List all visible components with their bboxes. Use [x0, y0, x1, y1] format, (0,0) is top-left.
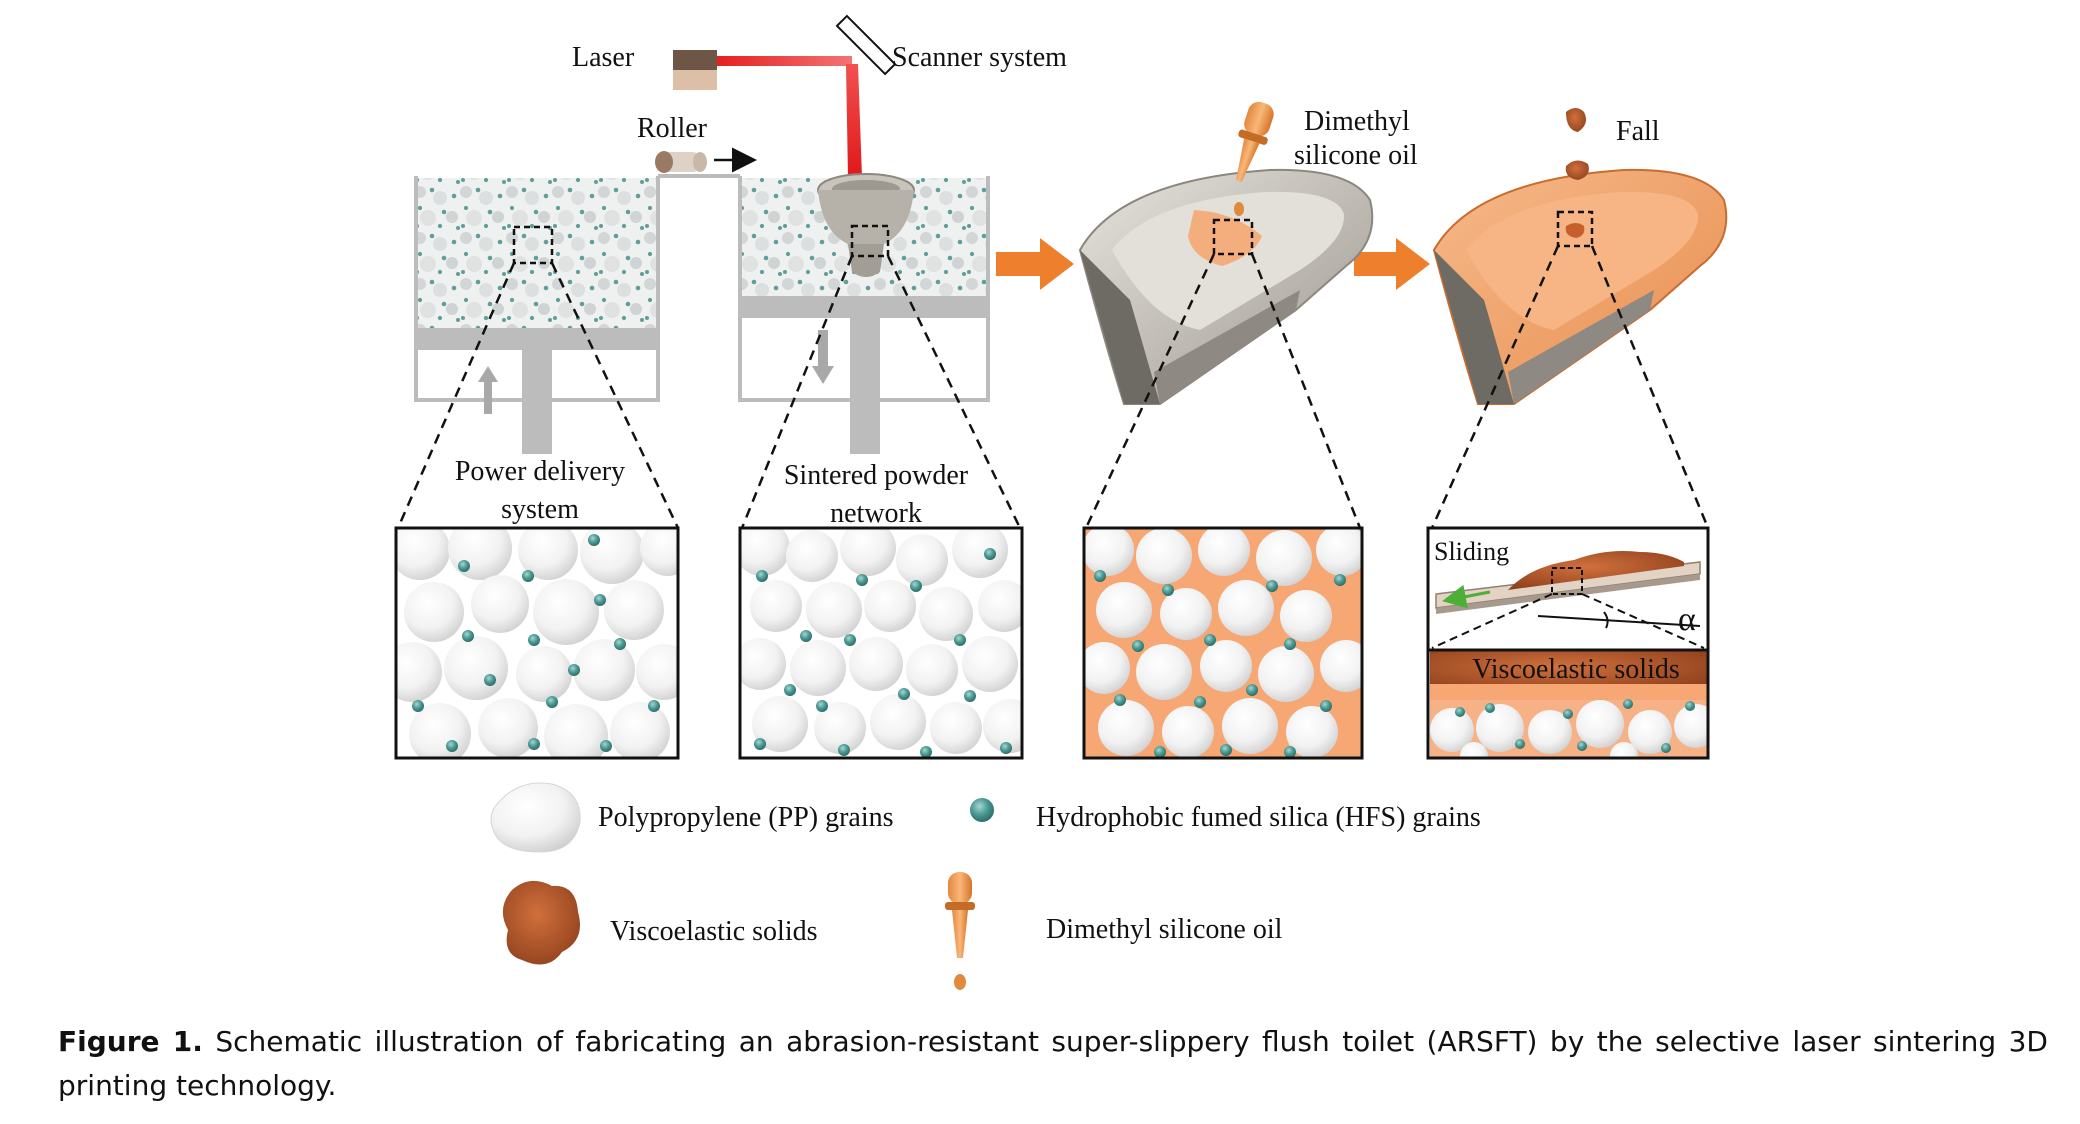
caption-text: Schematic illustration of fabricating an…: [58, 1025, 2048, 1102]
caption-prefix: Figure 1.: [58, 1025, 203, 1058]
legend: Polypropylene (PP) grains Hydrophobic fu…: [490, 782, 1481, 990]
scanner-mirror: [835, 14, 897, 76]
hfs-grain-icon: [970, 798, 994, 822]
pp-grain-icon: [490, 782, 581, 853]
sintering-machine: [738, 173, 990, 454]
label-sliding: Sliding: [1434, 537, 1509, 566]
panel-powder-grains: [394, 526, 680, 760]
label-viscoelastic-band: Viscoelastic solids: [1472, 654, 1680, 685]
label-fall: Fall: [1616, 116, 1660, 147]
label-oil-line1: Dimethyl: [1304, 106, 1410, 137]
powder-delivery-machine: [414, 174, 740, 454]
figure-diagram: Laser Scanner system Roller: [394, 14, 1728, 990]
label-delivery-line1: Power delivery: [455, 456, 625, 487]
falling-solid-top: [1566, 108, 1586, 132]
legend-visco-label: Viscoelastic solids: [610, 916, 818, 947]
process-arrow-1: [996, 238, 1074, 290]
legend-pp-label: Polypropylene (PP) grains: [598, 802, 894, 833]
label-sintered-line2: network: [830, 498, 922, 529]
dropper-icon: [1235, 101, 1274, 182]
label-delivery-line2: system: [501, 494, 579, 525]
dropper-legend-icon: [945, 872, 975, 990]
laser-beam: [717, 56, 852, 66]
process-arrow-2: [1354, 238, 1430, 290]
label-alpha: α: [1678, 601, 1696, 638]
laser-unit: [673, 50, 717, 90]
roller-icon: [655, 151, 707, 173]
falling-solid-in-tub: [1565, 223, 1585, 238]
panel-sintered-network: [738, 526, 1024, 760]
zoom-box-4: [1556, 210, 1594, 248]
zoom-lines: [396, 245, 1710, 529]
scanned-beam: [846, 64, 862, 178]
label-oil-line2: silicone oil: [1294, 140, 1418, 171]
toilet-tub-oiling: [1078, 168, 1374, 405]
legend-oil-label: Dimethyl silicone oil: [1046, 914, 1283, 945]
toilet-tub-coated: [1432, 168, 1728, 405]
printed-toilet: [817, 173, 915, 277]
panel-oil-infused: [1082, 526, 1364, 760]
viscoelastic-solid-icon: [502, 880, 580, 965]
label-roller: Roller: [637, 113, 708, 144]
panel-sliding: [1426, 526, 1710, 760]
legend-hfs-label: Hydrophobic fumed silica (HFS) grains: [1036, 802, 1481, 833]
falling-solid-mid: [1565, 160, 1589, 180]
oil-drop: [1234, 202, 1244, 216]
zoom-box-3: [1212, 218, 1254, 256]
label-sintered-line1: Sintered powder: [784, 460, 969, 491]
label-scanner-system: Scanner system: [892, 42, 1067, 73]
figure-caption: Figure 1. Schematic illustration of fabr…: [58, 1020, 2048, 1108]
label-laser: Laser: [572, 42, 635, 73]
